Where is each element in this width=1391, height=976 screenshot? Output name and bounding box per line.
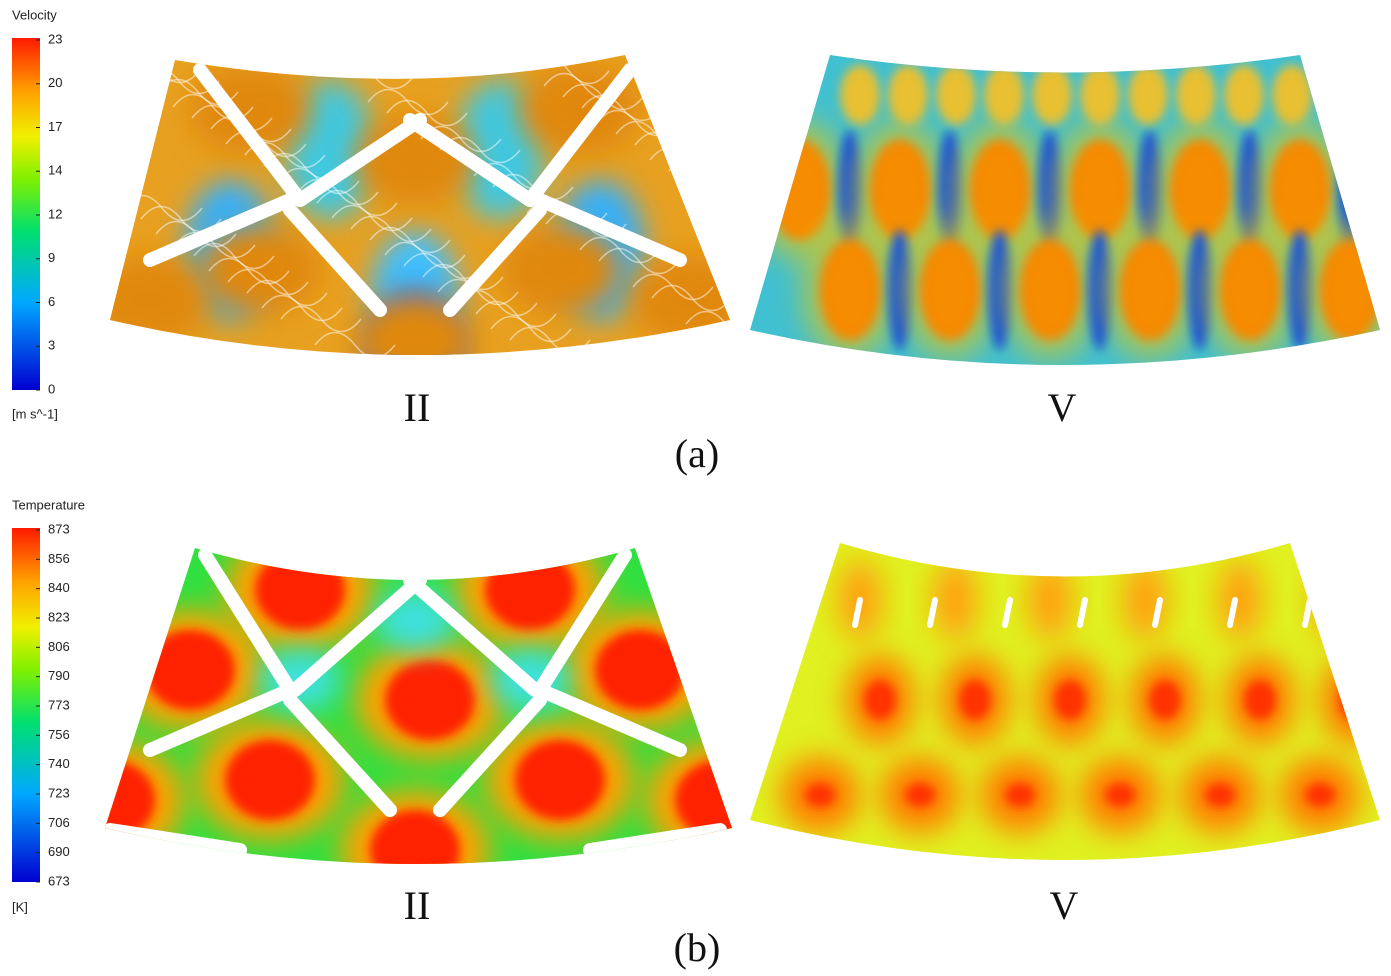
legend-tick-label: 823 bbox=[48, 609, 70, 624]
temperature-contour-v bbox=[740, 540, 1390, 900]
field-blob bbox=[595, 630, 685, 710]
field-blob bbox=[1272, 65, 1312, 125]
caption: (b) bbox=[674, 925, 721, 970]
field-blob bbox=[1205, 783, 1235, 807]
field-blob bbox=[805, 783, 835, 807]
field-blob bbox=[200, 225, 320, 315]
streamline-plot-v bbox=[740, 40, 1391, 400]
case-label: V bbox=[1050, 883, 1079, 928]
field-blob bbox=[255, 550, 345, 630]
colorbar bbox=[12, 528, 40, 882]
field-blob bbox=[145, 630, 235, 710]
legend-tick-label: 690 bbox=[48, 844, 70, 859]
field-blob bbox=[959, 680, 991, 720]
field-blob bbox=[1202, 220, 1298, 360]
legend-unit: [m s^-1] bbox=[12, 406, 58, 421]
legend-unit: [K] bbox=[12, 899, 28, 914]
legend-tick-label: 17 bbox=[48, 119, 62, 134]
field-blob bbox=[1149, 680, 1181, 720]
legend-tick-label: 756 bbox=[48, 727, 70, 742]
field-blob bbox=[1002, 220, 1098, 360]
colorbar bbox=[12, 38, 40, 390]
field-blob bbox=[936, 65, 976, 125]
field-blob bbox=[905, 783, 935, 807]
legend-tick-label: 0 bbox=[48, 381, 55, 396]
legend-tick-label: 14 bbox=[48, 163, 62, 178]
legend-title: Temperature bbox=[12, 497, 85, 512]
field-blob bbox=[1105, 783, 1135, 807]
field-blob bbox=[515, 740, 605, 820]
legend-tick-label: 873 bbox=[48, 521, 70, 536]
field-blob bbox=[1313, 560, 1357, 640]
field-blob bbox=[1080, 65, 1120, 125]
temperature-contour-ii bbox=[35, 530, 795, 910]
field-blob bbox=[1054, 680, 1086, 720]
legend-tick-label: 12 bbox=[48, 206, 62, 221]
field-blob bbox=[385, 660, 475, 740]
field-blob bbox=[370, 810, 460, 890]
streamline bbox=[703, 185, 783, 210]
case-label: II bbox=[404, 883, 431, 928]
legend-tick-label: 706 bbox=[48, 815, 70, 830]
field-blob bbox=[1305, 783, 1335, 807]
legend-title: Velocity bbox=[12, 7, 57, 22]
legend-tick-label: 723 bbox=[48, 785, 70, 800]
streamline bbox=[669, 159, 749, 184]
legend-tick-label: 806 bbox=[48, 639, 70, 654]
field-blob bbox=[984, 65, 1024, 125]
field-blob bbox=[933, 560, 977, 640]
streamline bbox=[688, 170, 768, 195]
field-blob bbox=[1032, 65, 1072, 125]
legend-tick-label: 673 bbox=[48, 873, 70, 888]
legend-tick-label: 773 bbox=[48, 697, 70, 712]
case-label: V bbox=[1048, 385, 1077, 430]
field-blob bbox=[1218, 560, 1262, 640]
legend-tick-label: 9 bbox=[48, 250, 55, 265]
figure: Velocity [m s^-1] Temperature [K] II V (… bbox=[0, 0, 1391, 976]
field-blob bbox=[225, 740, 315, 820]
field-blob bbox=[1128, 65, 1168, 125]
field-blob bbox=[902, 220, 998, 360]
field-blob bbox=[840, 65, 880, 125]
field-blob bbox=[888, 65, 928, 125]
legend-tick-label: 740 bbox=[48, 756, 70, 771]
field-blob bbox=[1028, 560, 1072, 640]
field-blob bbox=[1176, 65, 1216, 125]
field-blob bbox=[802, 220, 898, 360]
field-blob bbox=[485, 550, 575, 630]
field-blob bbox=[630, 255, 750, 345]
blade-gap bbox=[1380, 600, 1385, 625]
field-blob bbox=[1224, 65, 1264, 125]
field-blob bbox=[90, 255, 210, 345]
legend-tick-label: 23 bbox=[48, 31, 62, 46]
legend-tick-label: 3 bbox=[48, 338, 55, 353]
legend-tick-label: 6 bbox=[48, 294, 55, 309]
field-blob bbox=[1339, 680, 1371, 720]
legend-tick-label: 20 bbox=[48, 75, 62, 90]
field-blob bbox=[864, 680, 896, 720]
field-blob bbox=[1244, 680, 1276, 720]
field-blob bbox=[1102, 220, 1198, 360]
case-label: II bbox=[404, 385, 431, 430]
legend-tick-label: 840 bbox=[48, 580, 70, 595]
field-blob bbox=[1005, 783, 1035, 807]
field-blob bbox=[1320, 655, 1390, 745]
streamline-plot-ii bbox=[90, 40, 785, 430]
field-blob bbox=[375, 590, 455, 650]
legend-tick-label: 856 bbox=[48, 551, 70, 566]
legend-tick-label: 790 bbox=[48, 668, 70, 683]
caption: (a) bbox=[675, 431, 719, 476]
